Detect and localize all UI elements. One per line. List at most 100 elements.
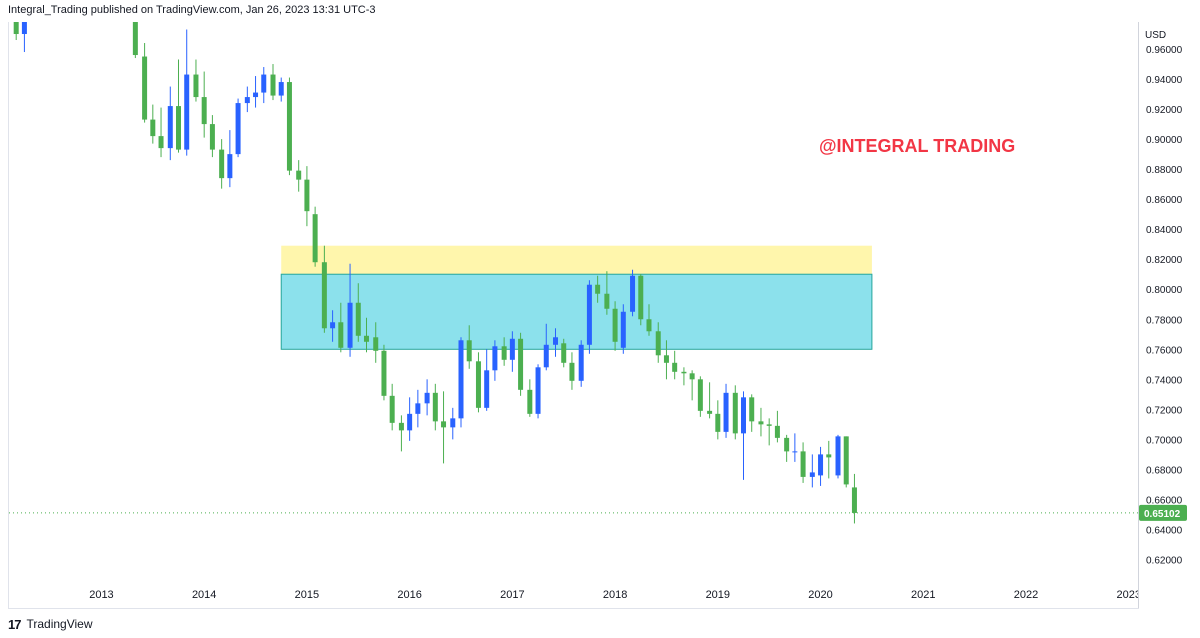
candle[interactable]	[843, 436, 849, 488]
candle[interactable]	[424, 379, 430, 416]
candle[interactable]	[150, 104, 156, 144]
candle[interactable]	[509, 331, 515, 372]
candle[interactable]	[142, 43, 148, 123]
candle-body	[330, 322, 336, 329]
zone-demand[interactable]	[280, 273, 873, 350]
candle[interactable]	[261, 67, 267, 104]
candle[interactable]	[296, 160, 302, 192]
candle[interactable]	[193, 59, 199, 102]
candle[interactable]	[655, 322, 661, 363]
candle[interactable]	[312, 206, 318, 267]
candle[interactable]	[697, 376, 703, 417]
candle[interactable]	[630, 269, 636, 317]
candle[interactable]	[227, 130, 233, 188]
candle[interactable]	[535, 364, 541, 419]
candle[interactable]	[355, 283, 361, 342]
candle[interactable]	[235, 98, 241, 158]
candle[interactable]	[330, 310, 336, 342]
candle-body	[432, 392, 438, 422]
candle[interactable]	[167, 86, 173, 161]
candle[interactable]	[620, 304, 626, 354]
candle[interactable]	[132, 22, 138, 59]
candle[interactable]	[432, 383, 438, 431]
candle[interactable]	[363, 317, 369, 353]
candle[interactable]	[441, 391, 447, 464]
candlestick-chart[interactable]: @INTEGRAL TRADING 2013 2014 2015 2016 2017 201…	[9, 22, 1139, 608]
tradingview-logo-icon: 17	[8, 616, 22, 632]
candle[interactable]	[553, 328, 559, 357]
price-axis[interactable]: USD 0.96000 0.94000 0.92000 0.90000 0.88000 0.…	[1138, 22, 1200, 608]
candle[interactable]	[707, 382, 713, 419]
candle[interactable]	[347, 263, 353, 357]
candle[interactable]	[681, 367, 687, 386]
candle[interactable]	[398, 415, 404, 452]
candle-body	[321, 262, 327, 329]
candle[interactable]	[784, 434, 790, 462]
x-tick-label: 2014	[192, 589, 216, 601]
candle[interactable]	[835, 434, 841, 479]
candle[interactable]	[749, 394, 755, 432]
candle[interactable]	[732, 385, 738, 440]
candle[interactable]	[201, 71, 207, 138]
candle[interactable]	[415, 389, 421, 428]
candle[interactable]	[800, 442, 806, 483]
candle[interactable]	[338, 302, 344, 353]
candle[interactable]	[518, 332, 524, 396]
candle[interactable]	[21, 22, 27, 53]
candle[interactable]	[527, 379, 533, 417]
candle[interactable]	[176, 59, 181, 153]
candle[interactable]	[646, 304, 652, 336]
candle[interactable]	[209, 115, 215, 158]
candle[interactable]	[672, 350, 678, 380]
candle[interactable]	[689, 370, 695, 401]
candle[interactable]	[561, 338, 567, 368]
candle[interactable]	[450, 407, 456, 440]
candle[interactable]	[595, 275, 601, 303]
candle[interactable]	[304, 166, 310, 227]
zone-supply[interactable]	[281, 245, 872, 275]
candle[interactable]	[286, 77, 292, 176]
candle[interactable]	[244, 86, 250, 113]
candle[interactable]	[466, 325, 472, 369]
candle[interactable]	[543, 323, 549, 371]
candle[interactable]	[389, 383, 395, 431]
candle[interactable]	[158, 107, 164, 158]
candle[interactable]	[184, 29, 190, 156]
candle[interactable]	[13, 22, 19, 41]
candle[interactable]	[818, 446, 824, 486]
candle[interactable]	[586, 280, 592, 354]
candle[interactable]	[638, 274, 644, 326]
candle[interactable]	[766, 418, 772, 446]
candle[interactable]	[484, 349, 490, 411]
candle[interactable]	[253, 76, 259, 108]
candle[interactable]	[278, 77, 284, 102]
candle[interactable]	[851, 473, 857, 524]
candle[interactable]	[407, 397, 413, 441]
chart-pane[interactable]: @INTEGRAL TRADING 2013 2014 2015 2016 2017 201…	[8, 22, 1139, 609]
candle[interactable]	[321, 245, 327, 333]
candle[interactable]	[219, 139, 225, 189]
candle[interactable]	[373, 322, 379, 363]
candle-body	[535, 367, 541, 414]
candle[interactable]	[741, 391, 746, 480]
candle[interactable]	[501, 337, 507, 366]
candle[interactable]	[458, 337, 464, 428]
candle[interactable]	[826, 440, 832, 479]
candle[interactable]	[578, 340, 584, 387]
candle[interactable]	[604, 271, 610, 315]
candle[interactable]	[569, 352, 575, 390]
candle[interactable]	[270, 64, 276, 101]
candle-body	[167, 106, 173, 149]
candle[interactable]	[663, 340, 669, 380]
candle[interactable]	[809, 454, 815, 488]
candle[interactable]	[381, 344, 387, 401]
candle[interactable]	[612, 301, 618, 351]
candle[interactable]	[792, 433, 798, 462]
candle[interactable]	[774, 410, 780, 443]
candle-body	[681, 371, 687, 374]
candle[interactable]	[715, 400, 721, 440]
candle[interactable]	[475, 352, 481, 413]
candle[interactable]	[492, 340, 498, 381]
candle[interactable]	[723, 383, 729, 438]
candle[interactable]	[758, 407, 764, 437]
